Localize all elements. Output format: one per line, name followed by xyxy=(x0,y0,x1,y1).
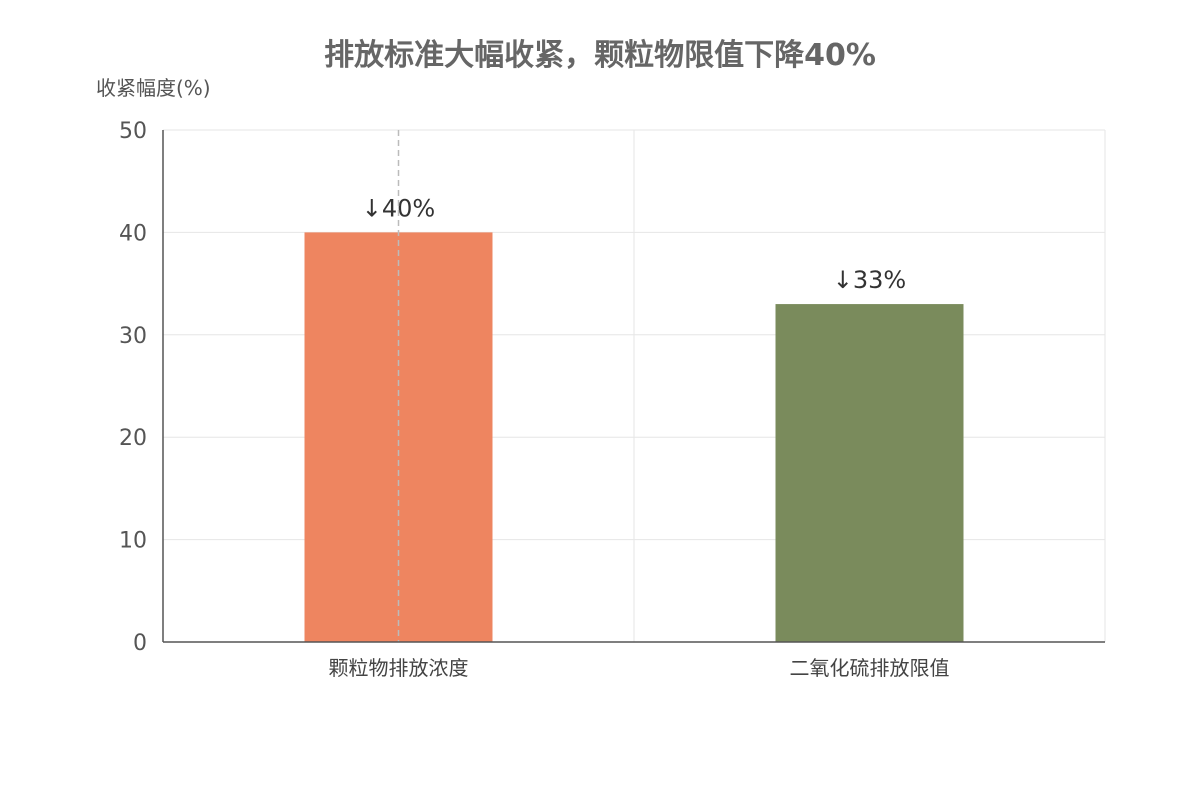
y-tick-label: 0 xyxy=(133,631,147,656)
data-label: ↓33% xyxy=(833,266,906,294)
y-tick-label: 10 xyxy=(119,529,147,554)
chart-title: 排放标准大幅收紧，颗粒物限值下降40% xyxy=(324,38,876,73)
y-tick-label: 20 xyxy=(119,426,147,451)
x-category-label: 颗粒物排放浓度 xyxy=(329,656,469,680)
x-category-label: 二氧化硫排放限值 xyxy=(790,656,950,680)
y-axis-title: 收紧幅度(%) xyxy=(96,76,211,100)
data-label: ↓40% xyxy=(362,194,435,222)
y-tick-label: 30 xyxy=(119,324,147,349)
bar xyxy=(775,304,964,642)
y-tick-label: 50 xyxy=(119,119,147,144)
y-tick-label: 40 xyxy=(119,221,147,246)
